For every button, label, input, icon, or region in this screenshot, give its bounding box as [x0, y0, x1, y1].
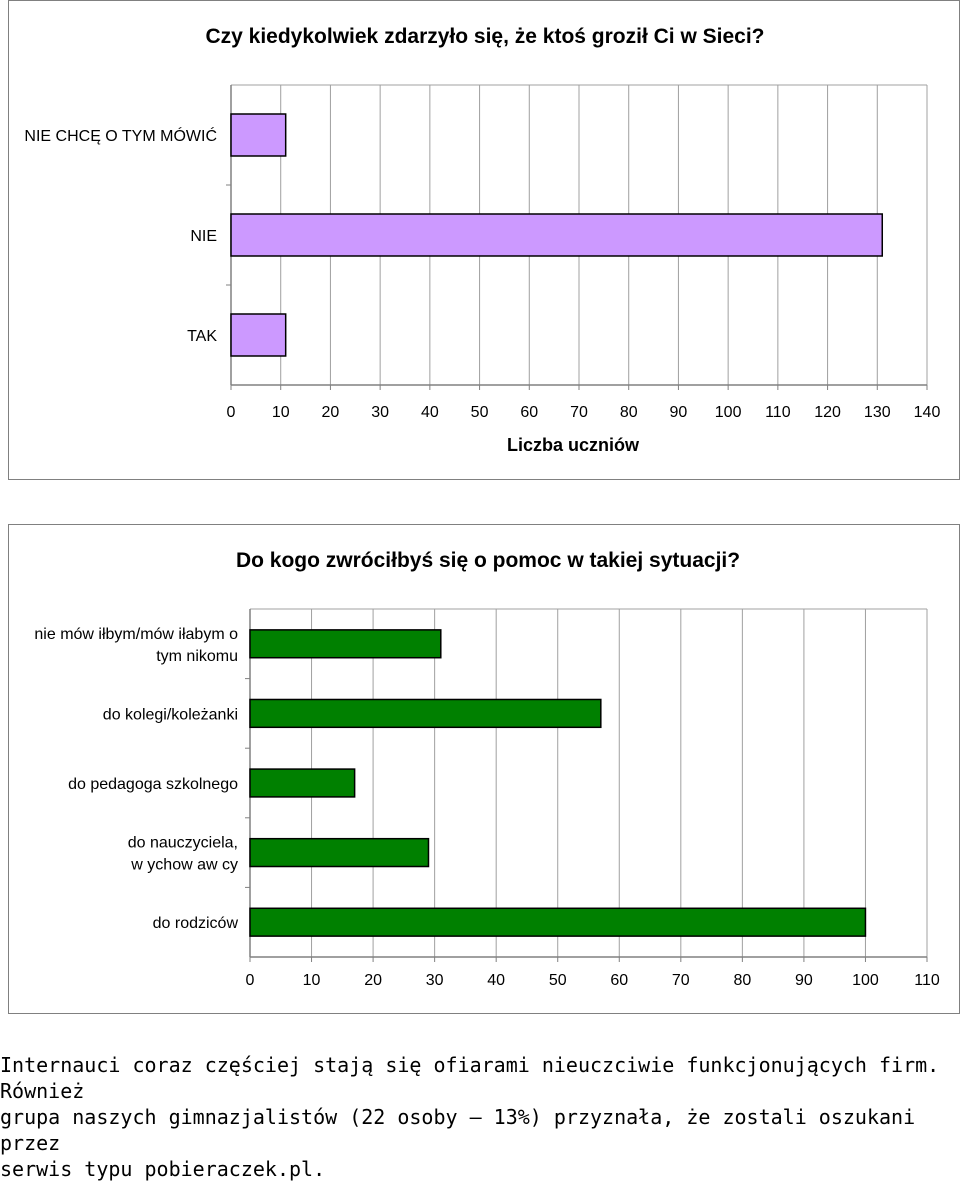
x-tick-label: 20	[364, 972, 382, 989]
category-label: nie mów iłbym/mów iłabym o	[34, 626, 238, 643]
x-tick-label: 70	[570, 404, 588, 421]
category-label: w ychow aw cy	[130, 857, 238, 874]
chart-threats: Czy kiedykolwiek zdarzyło się, że ktoś g…	[8, 0, 960, 480]
x-tick-label: 80	[620, 404, 638, 421]
bar-4	[249, 907, 867, 937]
x-tick-label: 100	[715, 404, 742, 421]
x-tick-label: 50	[549, 972, 567, 989]
x-tick-label: 90	[670, 404, 688, 421]
bar-2	[230, 313, 287, 357]
footer-paragraph: Internauci coraz częściej stają się ofia…	[0, 1053, 940, 1181]
x-tick-label: 130	[864, 404, 891, 421]
x-tick-label: 20	[322, 404, 340, 421]
category-label: tym nikomu	[156, 648, 238, 665]
category-label: do pedagoga szkolnego	[68, 776, 238, 793]
chart-help-svg: Do kogo zwróciłbyś się o pomoc w takiej …	[34, 549, 940, 989]
x-tick-label: 80	[733, 972, 751, 989]
bar-1	[230, 213, 884, 257]
x-axis-title: Liczba uczniów	[507, 435, 640, 455]
bar-0	[230, 113, 287, 157]
category-label: do kolegi/koleżanki	[103, 706, 238, 723]
bar-3	[249, 837, 430, 868]
category-label: do nauczyciela,	[128, 835, 238, 852]
bar-0	[249, 629, 442, 659]
x-tick-label: 0	[227, 404, 236, 421]
chart-threats-svg: Czy kiedykolwiek zdarzyło się, że ktoś g…	[24, 25, 941, 455]
x-tick-label: 40	[421, 404, 439, 421]
x-tick-label: 60	[610, 972, 628, 989]
category-label: NIE CHCĘ O TYM MÓWIĆ	[24, 126, 217, 145]
category-label: NIE	[190, 228, 217, 245]
x-tick-label: 30	[371, 404, 389, 421]
x-tick-label: 30	[426, 972, 444, 989]
chart-title: Czy kiedykolwiek zdarzyło się, że ktoś g…	[205, 25, 764, 48]
x-tick-label: 100	[852, 972, 879, 989]
x-tick-label: 0	[246, 972, 255, 989]
x-tick-label: 110	[765, 404, 791, 421]
x-tick-label: 50	[471, 404, 489, 421]
category-label: do rodziców	[153, 915, 239, 932]
x-tick-label: 90	[795, 972, 813, 989]
x-tick-label: 40	[487, 972, 505, 989]
bar-2	[249, 768, 356, 798]
x-tick-label: 70	[672, 972, 690, 989]
x-tick-label: 60	[520, 404, 538, 421]
bar-1	[249, 698, 602, 729]
x-tick-label: 120	[814, 404, 841, 421]
x-tick-label: 10	[303, 972, 321, 989]
chart-help: Do kogo zwróciłbyś się o pomoc w takiej …	[8, 524, 960, 1014]
chart-title: Do kogo zwróciłbyś się o pomoc w takiej …	[236, 549, 740, 572]
x-tick-label: 140	[914, 404, 941, 421]
x-tick-label: 10	[272, 404, 290, 421]
x-tick-label: 110	[914, 972, 940, 989]
category-label: TAK	[187, 328, 217, 345]
